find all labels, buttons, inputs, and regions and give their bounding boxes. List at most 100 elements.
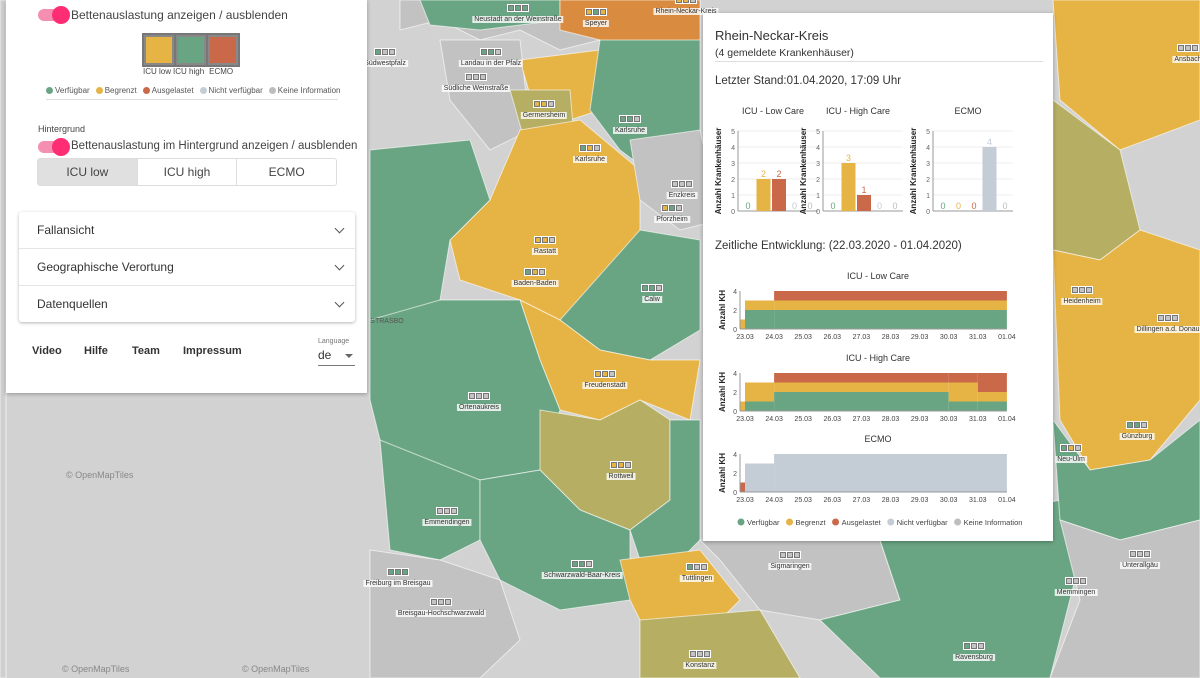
- region-glyph[interactable]: [534, 236, 556, 244]
- bar[interactable]: [841, 163, 856, 211]
- accordion-fallansicht[interactable]: Fallansicht: [19, 212, 355, 249]
- region-glyph[interactable]: [671, 180, 693, 188]
- legend-dot: [737, 518, 745, 526]
- region-glyph[interactable]: [675, 0, 697, 4]
- region-glyph[interactable]: [779, 551, 801, 559]
- region-label[interactable]: Südwestpfalz: [362, 60, 408, 67]
- region-label[interactable]: Memmingen: [1054, 589, 1098, 596]
- area-segment: [740, 319, 745, 329]
- region-glyph[interactable]: [1071, 286, 1093, 294]
- glyph-cell: [388, 569, 394, 575]
- glyph-cell: [625, 462, 631, 468]
- accordion-geographische-verortung[interactable]: Geographische Verortung: [19, 249, 355, 286]
- region-glyph[interactable]: [374, 48, 396, 56]
- region-label[interactable]: Sigmaringen: [768, 563, 812, 570]
- region-label[interactable]: Ortenaukreis: [456, 404, 502, 411]
- link-impressum[interactable]: Impressum: [183, 345, 242, 357]
- region-label[interactable]: Freiburg im Breisgau: [363, 580, 433, 587]
- accordion-datenquellen[interactable]: Datenquellen: [19, 286, 355, 322]
- region-label[interactable]: Ravensburg: [953, 654, 995, 661]
- x-tick-label: 23.03: [736, 497, 754, 504]
- region-glyph[interactable]: [1177, 44, 1199, 52]
- region-glyph[interactable]: [524, 268, 546, 276]
- region-label[interactable]: Enzkreis: [666, 192, 698, 199]
- region-label[interactable]: Baden-Baden: [511, 280, 559, 287]
- region-glyph[interactable]: [585, 8, 607, 16]
- region-label[interactable]: Emmendingen: [422, 519, 472, 526]
- region-glyph[interactable]: [436, 507, 458, 515]
- x-tick-label: 31.03: [969, 497, 987, 504]
- region-glyph[interactable]: [1060, 444, 1082, 452]
- region-glyph[interactable]: [579, 144, 601, 152]
- link-hilfe[interactable]: Hilfe: [84, 345, 108, 357]
- y-tick-label: 0: [816, 209, 820, 216]
- region-label[interactable]: Neustadt an der Weinstraße: [472, 16, 564, 23]
- region-glyph[interactable]: [465, 73, 487, 81]
- region-glyph[interactable]: [594, 370, 616, 378]
- region-glyph[interactable]: [619, 115, 641, 123]
- glyph-cell: [978, 643, 984, 649]
- option-icu-high[interactable]: ICU high: [136, 159, 237, 185]
- legend-item: Keine Information: [268, 86, 341, 95]
- region-label[interactable]: Südliche Weinstraße: [441, 85, 511, 92]
- region-label[interactable]: Germersheim: [520, 112, 568, 119]
- legend-dot: [887, 518, 895, 526]
- region-glyph[interactable]: [387, 568, 409, 576]
- region-label[interactable]: Rastatt: [531, 248, 559, 255]
- region-label[interactable]: Calw: [642, 296, 662, 303]
- glyph-cell: [402, 569, 408, 575]
- glyph-cell: [687, 564, 693, 570]
- region-label[interactable]: Konstanz: [683, 662, 717, 669]
- region-glyph[interactable]: [1157, 314, 1179, 322]
- region-glyph[interactable]: [610, 461, 632, 469]
- region-glyph[interactable]: [1126, 421, 1148, 429]
- region-label[interactable]: Speyer: [582, 20, 610, 27]
- region-glyph[interactable]: [963, 642, 985, 650]
- bar[interactable]: [772, 179, 786, 211]
- region-label[interactable]: Breisgau-Hochschwarzwald: [395, 610, 487, 617]
- region-label[interactable]: Dillingen a.d. Donau: [1134, 326, 1200, 333]
- region-label[interactable]: Freudenstadt: [582, 382, 628, 389]
- link-team[interactable]: Team: [132, 345, 160, 357]
- region-label[interactable]: Günzburg: [1119, 433, 1155, 440]
- region-glyph[interactable]: [689, 650, 711, 658]
- region-glyph[interactable]: [1129, 550, 1151, 558]
- region-label[interactable]: Karlsruhe: [573, 156, 607, 163]
- region-glyph[interactable]: [1065, 577, 1087, 585]
- language-select[interactable]: de: [318, 348, 355, 366]
- x-tick-label: 27.03: [853, 416, 871, 423]
- map-copyright: © OpenMapTiles: [62, 664, 130, 674]
- background-toggle[interactable]: [38, 138, 70, 156]
- region-label[interactable]: Unterallgäu: [1120, 562, 1160, 569]
- region-glyph[interactable]: [507, 4, 529, 12]
- option-ecmo[interactable]: ECMO: [236, 159, 336, 185]
- bar[interactable]: [857, 195, 871, 211]
- region-label[interactable]: Karlsruhe: [613, 127, 647, 134]
- y-tick-label: 4: [731, 145, 735, 152]
- region-glyph[interactable]: [480, 48, 502, 56]
- region-label[interactable]: Ansbach: [1172, 56, 1200, 63]
- glyph-toggle[interactable]: [38, 6, 70, 24]
- region-label[interactable]: Pforzheim: [654, 216, 690, 223]
- glyph-cell: [1185, 45, 1191, 51]
- option-icu-low[interactable]: ICU low: [38, 159, 137, 185]
- link-video[interactable]: Video: [32, 345, 62, 357]
- bar[interactable]: [756, 179, 771, 211]
- region-label[interactable]: Neu-Ulm: [1055, 456, 1087, 463]
- region-label[interactable]: Schwarzwald-Baar-Kreis: [541, 572, 623, 579]
- bar[interactable]: [982, 147, 997, 211]
- region-glyph[interactable]: [686, 563, 708, 571]
- region-glyph[interactable]: [468, 392, 490, 400]
- glyph-cell: [522, 5, 528, 11]
- region-label[interactable]: Tuttlingen: [679, 575, 715, 582]
- region-label[interactable]: Heidenheim: [1061, 298, 1103, 305]
- region-label[interactable]: Rhein-Neckar-Kreis: [653, 8, 719, 15]
- region-glyph[interactable]: [571, 560, 593, 568]
- region-label[interactable]: Rottweil: [606, 473, 636, 480]
- legend-dot: [142, 87, 150, 94]
- region-glyph[interactable]: [430, 598, 452, 606]
- region-glyph[interactable]: [641, 284, 663, 292]
- region-glyph[interactable]: [533, 100, 555, 108]
- region-glyph[interactable]: [661, 204, 683, 212]
- region-label[interactable]: Landau in der Pfalz: [458, 60, 524, 67]
